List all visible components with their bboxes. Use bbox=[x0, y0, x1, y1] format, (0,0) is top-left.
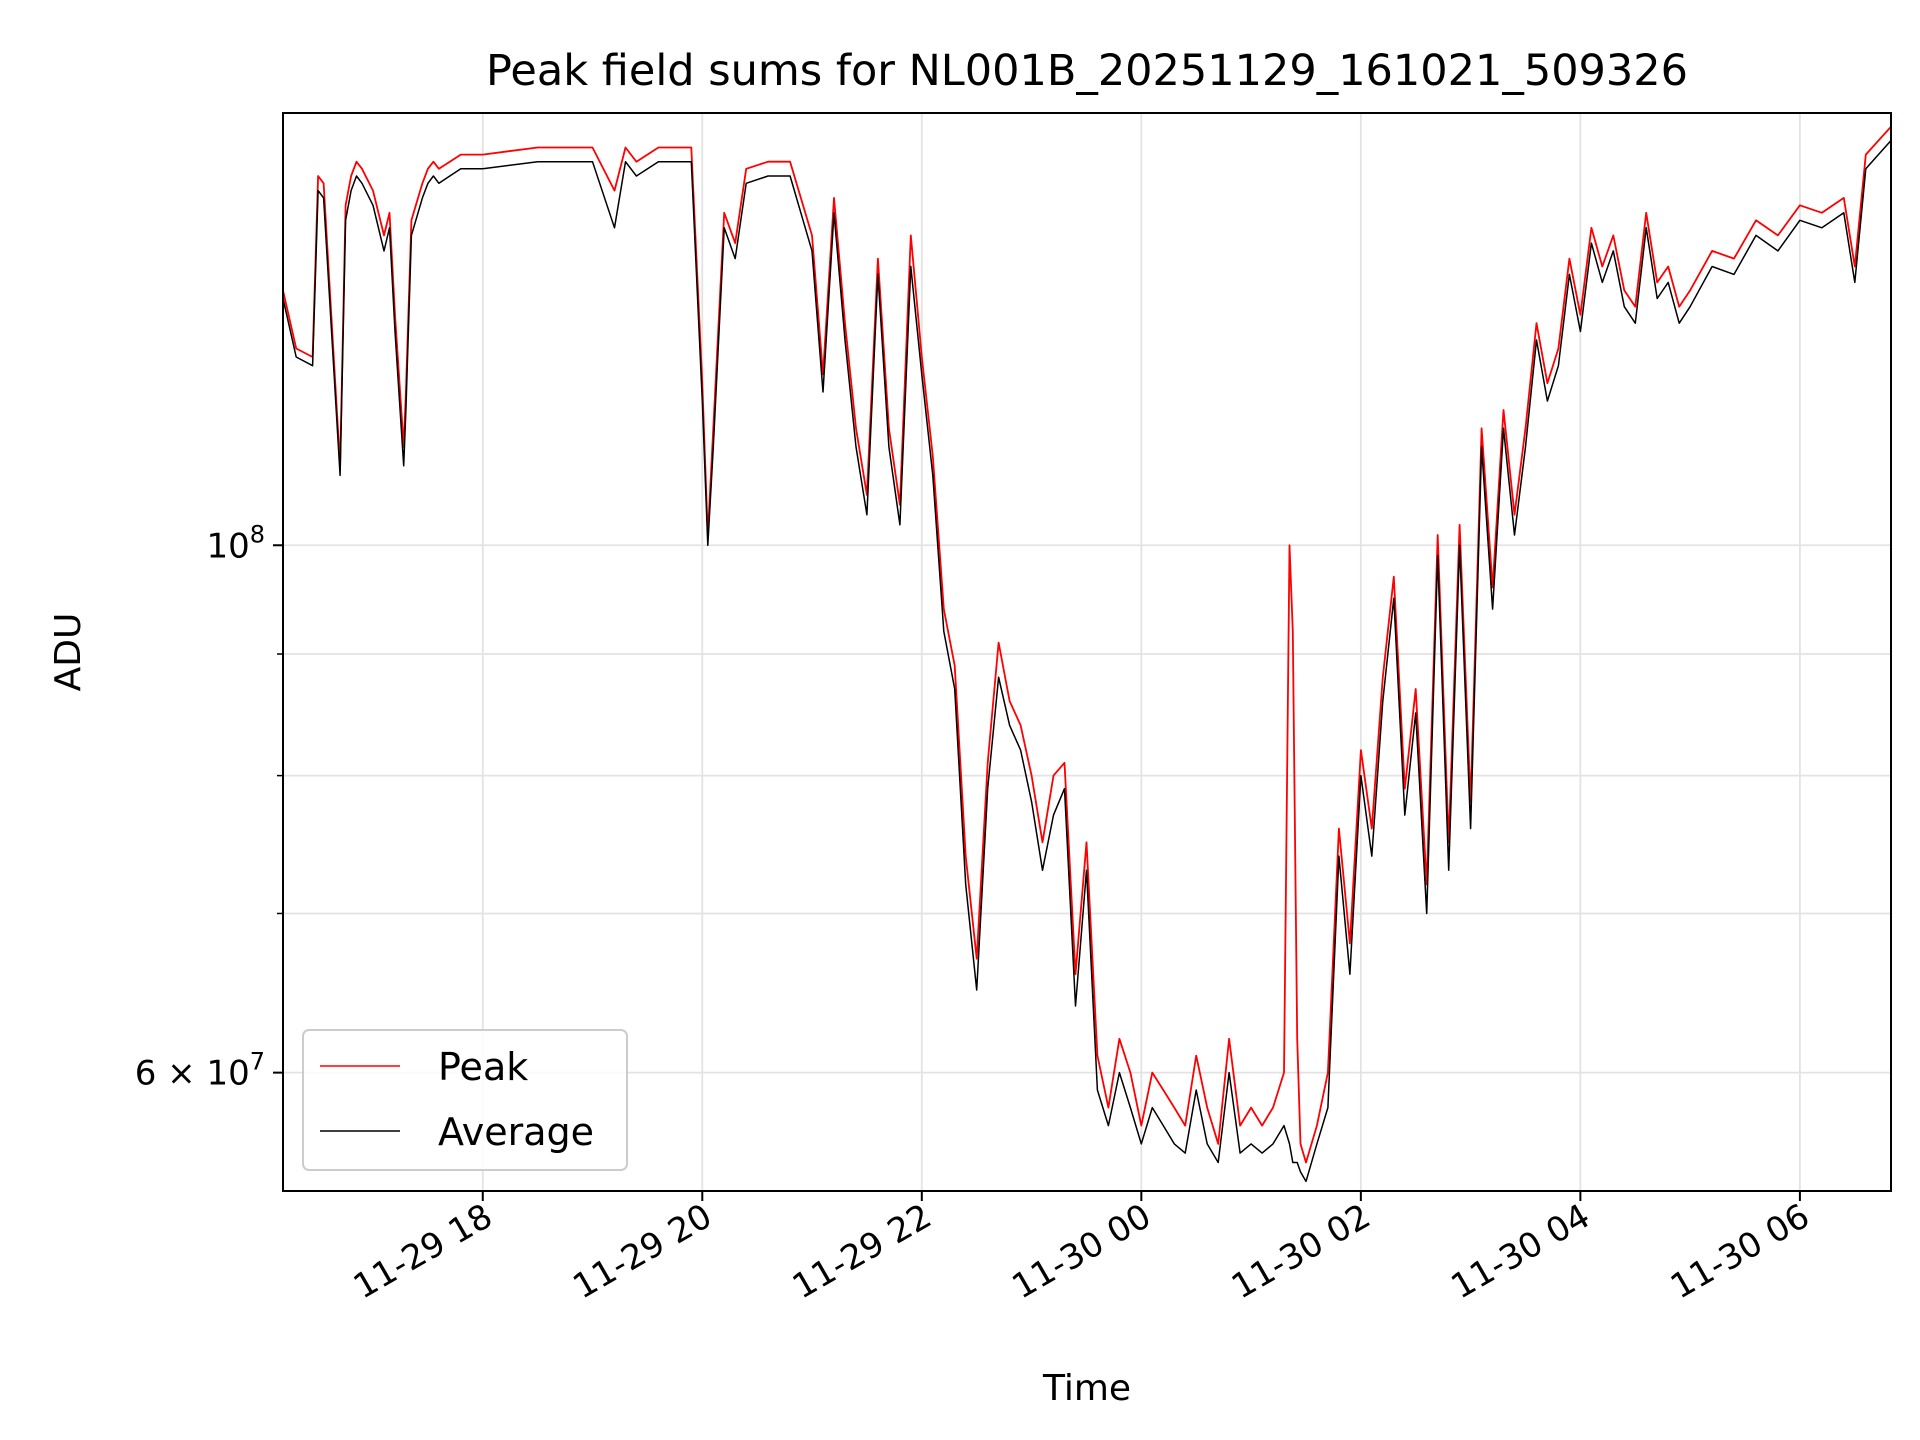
chart-title: Peak field sums for NL001B_20251129_1610… bbox=[486, 46, 1688, 96]
series-line-average bbox=[283, 140, 1891, 1183]
legend: Peak Average bbox=[302, 1029, 628, 1171]
legend-average-label: Average bbox=[438, 1110, 594, 1154]
plot-frame bbox=[282, 112, 1892, 1192]
y-axis-label: ADU bbox=[48, 613, 89, 692]
x-axis-label: Time bbox=[1042, 1368, 1131, 1409]
series-line-peak bbox=[283, 126, 1891, 1164]
y-tick-label: 6 × 107 bbox=[135, 1048, 265, 1094]
plot-area bbox=[283, 126, 1891, 1183]
legend-peak-label: Peak bbox=[438, 1045, 528, 1089]
y-axis: 108 6 × 107 bbox=[135, 520, 283, 1094]
y-tick-label: 108 bbox=[206, 520, 265, 566]
legend-box bbox=[302, 1029, 628, 1171]
grid bbox=[283, 113, 1891, 1191]
